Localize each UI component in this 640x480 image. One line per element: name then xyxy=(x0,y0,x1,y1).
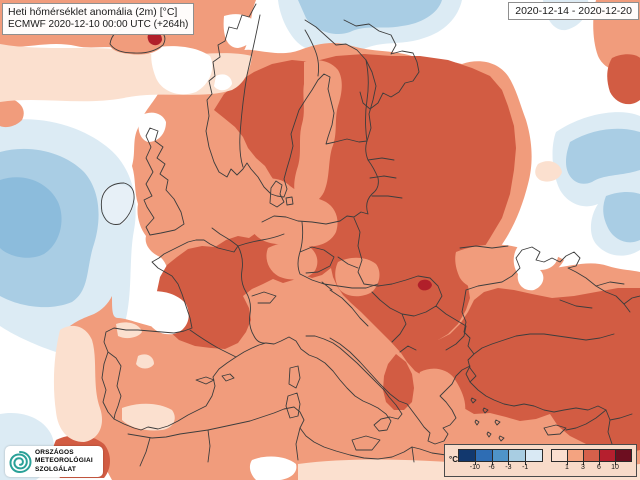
region-hotspot-iceland xyxy=(147,31,162,46)
legend-tick-label: -6 xyxy=(488,464,495,471)
forecast-period-box: 2020-12-14 - 2020-12-20 xyxy=(508,2,639,20)
legend-tickmark xyxy=(474,462,476,465)
region-warm-czech-bavaria xyxy=(266,242,318,280)
region-warm-left-strip xyxy=(0,96,24,128)
legend-tickmark xyxy=(583,462,584,465)
legend-swatch xyxy=(551,449,568,462)
legend-tick-label: 1 xyxy=(565,464,569,471)
legend-tick-label: 3 xyxy=(581,464,585,471)
legend-tick-label: 6 xyxy=(597,464,601,471)
legend-tick-label: -10 xyxy=(469,464,480,471)
legend-swatch xyxy=(525,449,543,462)
omsz-logo: ORSZÁGOS METEOROLÓGIAI SZOLGÁLAT xyxy=(5,446,103,477)
omsz-logo-line1: ORSZÁGOS xyxy=(35,448,74,456)
region-neutral-azov-crimea xyxy=(513,242,559,291)
region-mild-iberia-fringe xyxy=(53,325,103,442)
legend-tickmark xyxy=(599,462,600,465)
legend-swatch xyxy=(599,449,616,462)
region-neutral-biscay xyxy=(140,291,189,335)
region-warm-hungary xyxy=(335,257,380,297)
omsz-logo-line3: SZOLGÁLAT xyxy=(35,465,77,473)
legend-swatch xyxy=(583,449,600,462)
legend-swatch xyxy=(491,449,510,462)
legend-tickmark xyxy=(615,462,616,465)
legend-swatch xyxy=(474,449,493,462)
legend-tickmark xyxy=(491,462,493,465)
region-northeast-cold-core2 xyxy=(603,192,640,243)
region-neutral-arctic-notch xyxy=(223,14,257,49)
region-ireland-cold-tint xyxy=(101,184,135,226)
region-hot-northeast-spot xyxy=(607,54,640,105)
region-neutral-scotland xyxy=(138,112,166,142)
forecast-period: 2020-12-14 - 2020-12-20 xyxy=(515,5,632,17)
legend-tickmark xyxy=(508,462,510,465)
region-neutral-norway-coast xyxy=(214,74,232,91)
region-neutral-faroe-area xyxy=(151,46,213,95)
legend-swatch xyxy=(508,449,527,462)
legend-swatch xyxy=(615,449,632,462)
legend-tickmark xyxy=(567,462,568,465)
legend-cold-bar: -10 -6 -3 -1 xyxy=(458,449,543,475)
legend-tick-label: 10 xyxy=(611,464,619,471)
region-neutral-libya xyxy=(249,456,297,480)
region-mild-south-spain xyxy=(122,403,175,431)
region-mild-russia-spot xyxy=(535,161,562,182)
region-mild-central-spain xyxy=(136,354,154,369)
region-arctic-cold-core xyxy=(298,0,442,35)
map-title: Heti hőmérséklet anomália (2m) [°C] xyxy=(8,6,178,18)
legend-swatch xyxy=(567,449,584,462)
color-scale-legend: °C -10 -6 -3 -1 1 3 6 10 xyxy=(444,444,637,477)
region-northeast-cold-core1 xyxy=(566,128,640,184)
legend-warm-bar: 1 3 6 10 xyxy=(551,449,632,475)
region-hot-europe-mass xyxy=(155,54,640,454)
legend-tick-label: -3 xyxy=(505,464,512,471)
omsz-spiral-icon xyxy=(9,450,32,473)
legend-swatch xyxy=(458,449,476,462)
legend-unit-label: °C xyxy=(449,455,458,464)
legend-tick-label: -1 xyxy=(522,464,529,471)
omsz-logo-text: ORSZÁGOS METEOROLÓGIAI SZOLGÁLAT xyxy=(35,449,93,474)
region-warm-aegean xyxy=(416,368,466,429)
region-atlantic-cold-center xyxy=(0,177,62,258)
region-hot-greece xyxy=(383,354,414,410)
map-title-box: Heti hőmérséklet anomália (2m) [°C] ECMW… xyxy=(2,3,195,35)
region-hotspot-romania xyxy=(417,279,432,291)
coastlines-path xyxy=(100,3,631,467)
omsz-logo-line2: METEOROLÓGIAI xyxy=(35,457,93,465)
legend-tickmark xyxy=(525,462,527,465)
map-subtitle-model-run: ECMWF 2020-12-10 00:00 UTC (+264h) xyxy=(8,18,189,30)
